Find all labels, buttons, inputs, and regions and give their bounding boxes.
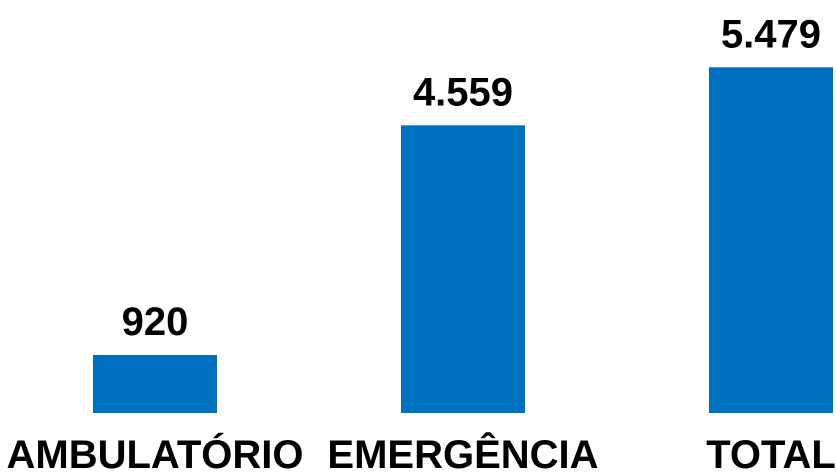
- data-label: 4.559: [413, 70, 513, 114]
- category-label: EMERGÊNCIA: [327, 431, 598, 473]
- bar-emergência: [401, 125, 525, 414]
- bar-total: [709, 67, 833, 414]
- data-label: 5.479: [721, 12, 821, 56]
- value-labels-group: 920 4.559 5.479: [122, 12, 821, 344]
- category-label: TOTAL: [706, 433, 836, 473]
- bars-group: [93, 67, 833, 414]
- data-label: 920: [122, 300, 189, 344]
- category-label: AMBULATÓRIO: [7, 431, 304, 473]
- bar-ambulatório: [93, 354, 217, 413]
- category-labels-group: AMBULATÓRIO EMERGÊNCIA TOTAL: [7, 431, 836, 473]
